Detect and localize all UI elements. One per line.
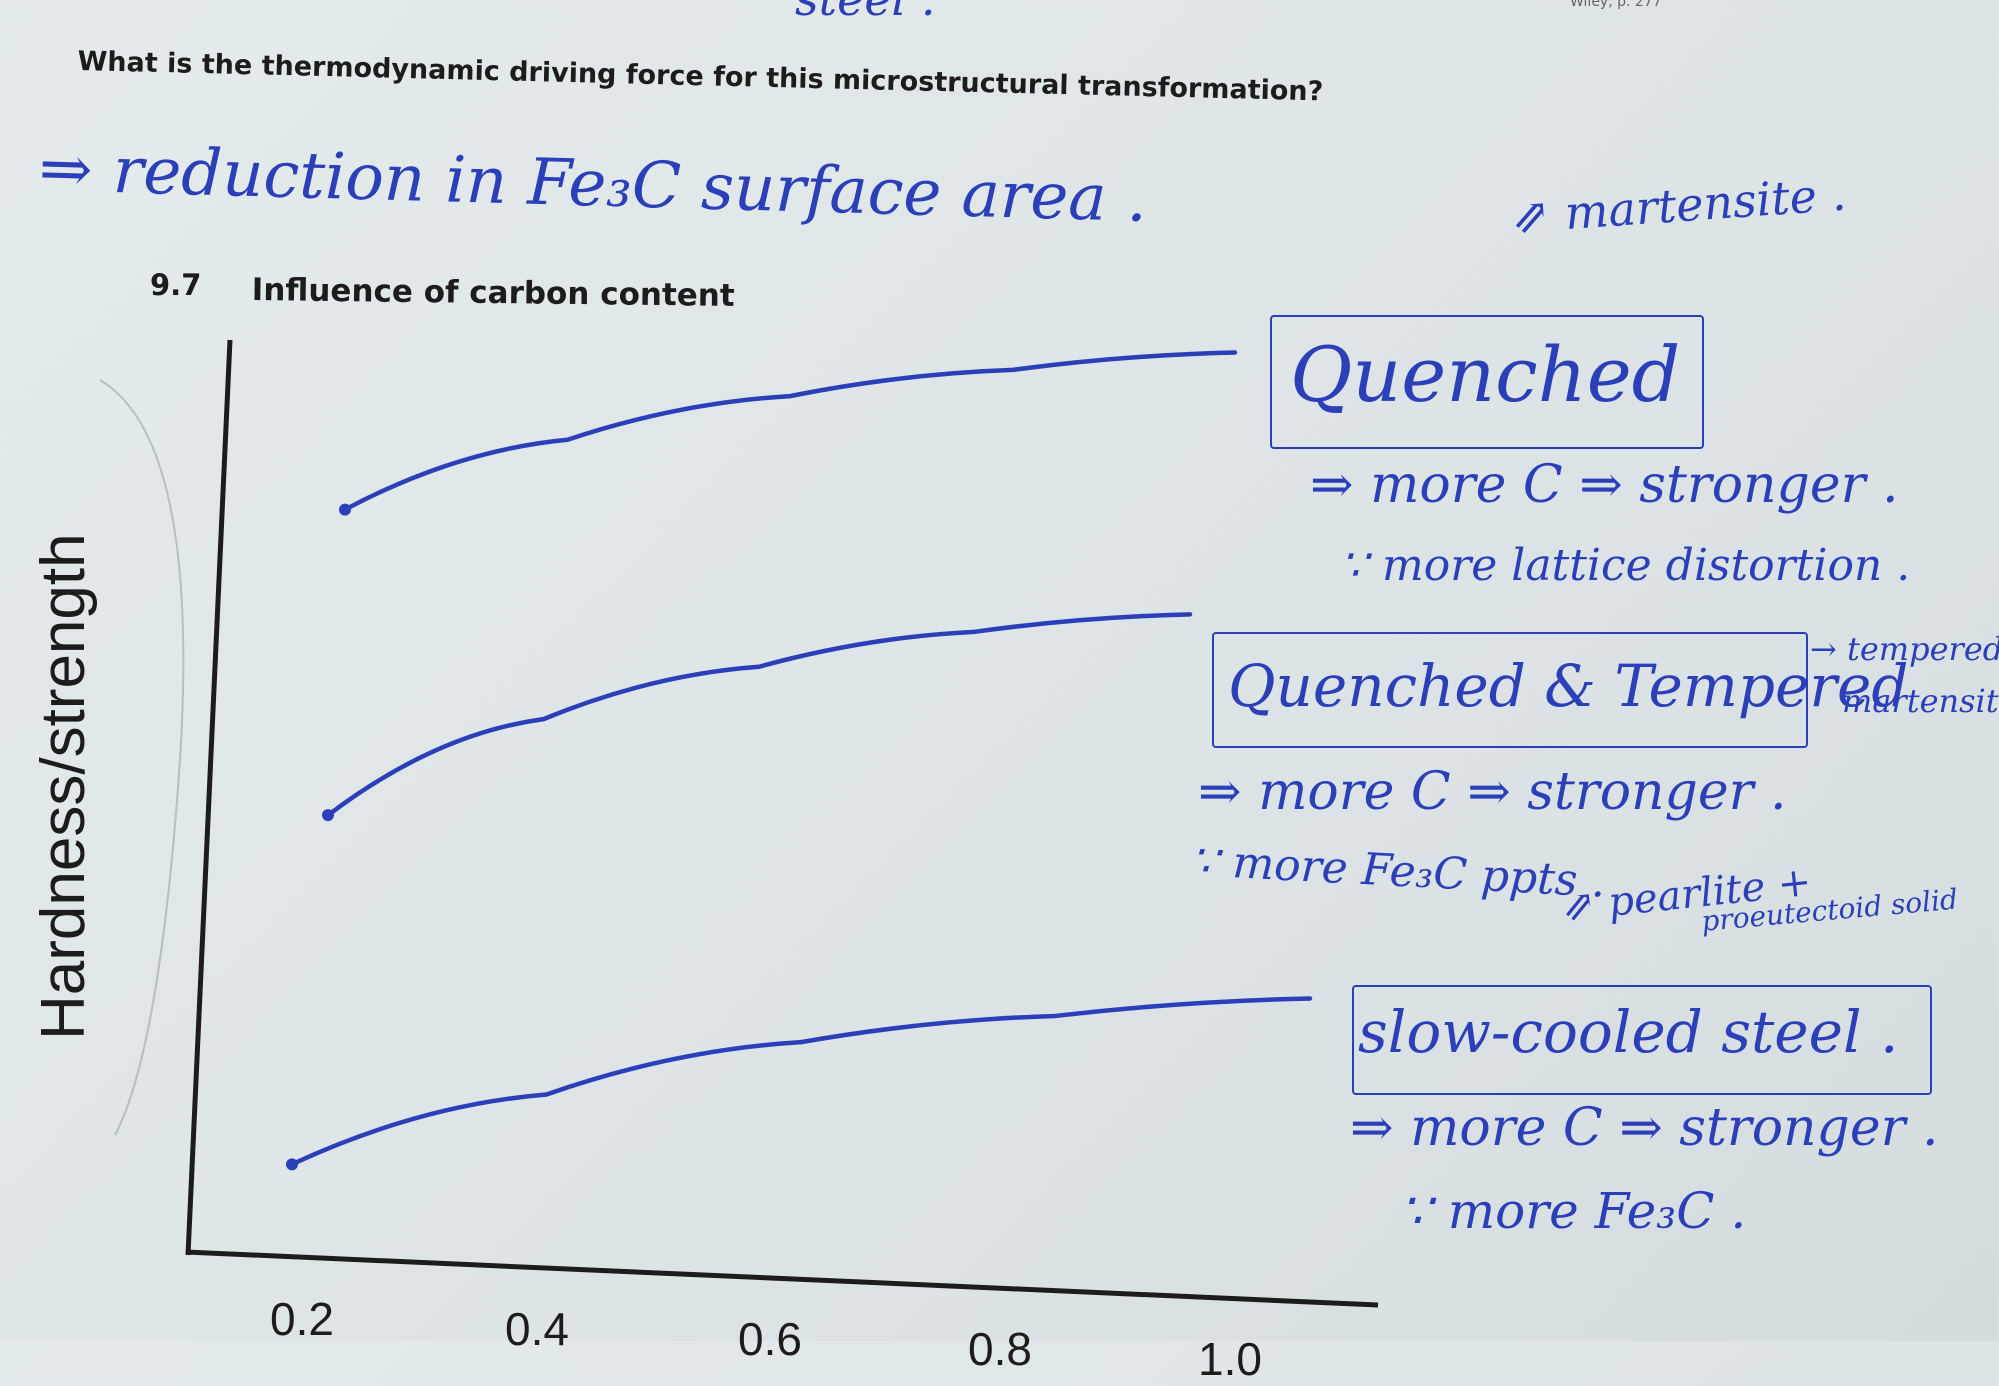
slow-cooled-box [1352,985,1932,1095]
curve-start-point [322,809,334,822]
slow-cooled-note-2: ∵ more Fe₃C . [1400,1182,1747,1240]
x-tick-label: 0.2 [270,1293,334,1345]
curve-slow-cooled-steel [289,996,1313,1167]
section-number: 9.7 [150,268,202,302]
tempered-martensite-note-2: martensite [1842,682,1999,720]
curve-start-point [339,503,351,516]
slow-cooled-label: slow-cooled steel . [1358,998,1899,1066]
quenched-tempered-label: Quenched & Tempered [1228,652,1909,720]
x-tick-label: 1.0 [1198,1333,1262,1385]
curve-quenched-tempered [325,612,1193,818]
curve-start-point [286,1158,298,1171]
y-axis [185,339,233,1256]
x-tick-label: 0.4 [505,1303,569,1355]
x-tick-label: 0.8 [968,1323,1032,1375]
tempered-martensite-note-1: → tempered [1810,630,1999,668]
quenched-box [1270,315,1704,449]
quenched-tempered-note-1: ⇒ more C ⇒ stronger . [1198,762,1787,822]
reference-note: Wiley, p. 277 [1570,0,1662,10]
axis-bracket [99,379,185,1136]
quenched-note-1: ⇒ more C ⇒ stronger . [1310,455,1899,515]
x-axis [185,1249,1379,1308]
top-fragment: steel . [795,0,936,26]
x-tick-label: 0.6 [738,1313,802,1365]
quenched-label: Quenched [1290,330,1681,419]
curve-quenched [342,350,1238,512]
quenched-tempered-box [1212,632,1808,748]
slow-cooled-note-1: ⇒ more C ⇒ stronger . [1350,1098,1939,1158]
quenched-note-2: ∵ more lattice distortion . [1340,540,1911,591]
chart-svg [99,339,1379,1308]
